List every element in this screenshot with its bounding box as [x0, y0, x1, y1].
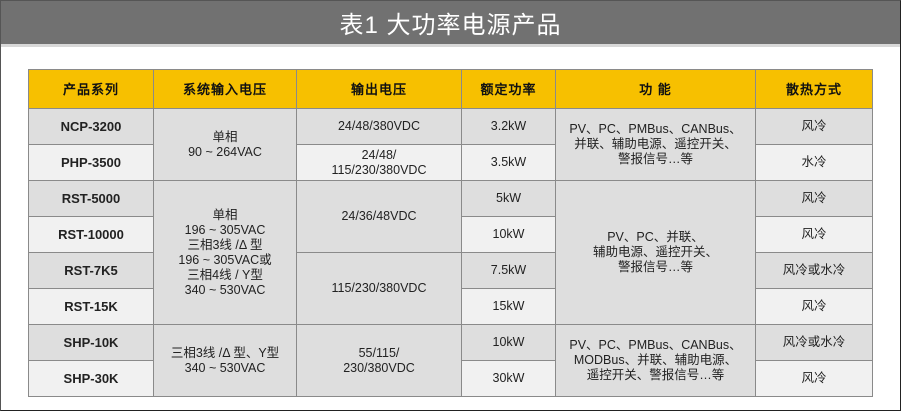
line: 196 ~ 305VAC或 [178, 252, 272, 267]
cooling: 风冷 [755, 288, 873, 325]
line: 单相 [212, 207, 238, 222]
line: 115/230/380VDC [331, 281, 427, 295]
line: PV、PC、并联、 [607, 230, 704, 244]
line: 196 ~ 305VAC [184, 222, 266, 237]
power: 10kW [461, 324, 556, 361]
line: 遥控开关、警报信号…等 [586, 368, 725, 382]
line: 并联、辅助电源、遥控开关、 [574, 137, 737, 151]
output-voltage: 115/230/380VDC [296, 252, 462, 325]
title-bar: 表1 大功率电源产品 [1, 1, 900, 47]
table-row: RST-10000 10kW 风冷 [28, 216, 873, 253]
line: 辅助电源、遥控开关、 [592, 245, 718, 259]
header-output: 输出电压 [296, 69, 462, 109]
model: NCP-3200 [28, 108, 154, 145]
line: 单相 [212, 129, 238, 144]
model: SHP-30K [28, 360, 154, 397]
line: 三相4线 / Y型 [187, 267, 263, 282]
line: 230/380VDC [343, 360, 415, 375]
line: 340 ~ 530VAC [184, 360, 266, 375]
model: RST-15K [28, 288, 154, 325]
power: 30kW [461, 360, 556, 397]
line: 90 ~ 264VAC [188, 144, 262, 159]
header-row: 产品系列 系统输入电压 输出电压 额定功率 功 能 散热方式 [28, 69, 873, 109]
power: 15kW [461, 288, 556, 325]
model: PHP-3500 [28, 144, 154, 181]
table-row: RST-15K 15kW 风冷 [28, 288, 873, 325]
line: 三相3线 /Δ 型 [187, 237, 263, 252]
line: 115/230/380VDC [331, 162, 427, 177]
line: 三相3线 /Δ 型、Y型 [170, 345, 280, 360]
line: 24/36/48VDC [341, 209, 417, 223]
functions: PV、PC、并联、 辅助电源、遥控开关、 警报信号…等 [555, 180, 756, 325]
table-title: 表1 大功率电源产品 [339, 12, 562, 39]
header-function: 功 能 [555, 69, 756, 109]
model: SHP-10K [28, 324, 154, 361]
table-row: RST-5000 单相 196 ~ 305VAC 三相3线 /Δ 型 196 ~… [28, 180, 873, 325]
line: MODBus、并联、辅助电源、 [573, 353, 738, 367]
cooling: 风冷或水冷 [755, 252, 873, 289]
cooling: 风冷 [755, 180, 873, 217]
input-voltage: 单相 196 ~ 305VAC 三相3线 /Δ 型 196 ~ 305VAC或 … [153, 180, 297, 325]
power: 10kW [461, 216, 556, 253]
functions: PV、PC、PMBus、CANBus、 并联、辅助电源、遥控开关、 警报信号…等 [555, 108, 756, 181]
table-row: NCP-3200 单相 90 ~ 264VAC 24/48/380VDC 3.2… [28, 108, 873, 181]
cooling: 风冷或水冷 [755, 324, 873, 361]
cooling: 风冷 [755, 360, 873, 397]
table-row: SHP-30K 30kW 风冷 [28, 360, 873, 397]
line: PV、PC、PMBus、CANBus、 [569, 338, 742, 352]
header-series: 产品系列 [28, 69, 154, 109]
input-voltage: 单相 90 ~ 264VAC [153, 108, 297, 181]
line: PV、PC、PMBus、CANBus、 [569, 122, 742, 136]
functions: PV、PC、PMBus、CANBus、 MODBus、并联、辅助电源、 遥控开关… [555, 324, 756, 397]
header-input: 系统输入电压 [153, 69, 297, 109]
power: 3.5kW [461, 144, 556, 181]
output-voltage: 24/36/48VDC [296, 180, 462, 253]
power: 7.5kW [461, 252, 556, 289]
model: RST-5000 [28, 180, 154, 217]
line: 警报信号…等 [617, 152, 693, 166]
output-voltage: 55/115/ 230/380VDC [296, 324, 462, 397]
power: 5kW [461, 180, 556, 217]
line: 55/115/ [358, 345, 400, 360]
power: 3.2kW [461, 108, 556, 145]
table-row: SHP-10K 三相3线 /Δ 型、Y型 340 ~ 530VAC 55/115… [28, 324, 873, 397]
product-table: 产品系列 系统输入电压 输出电压 额定功率 功 能 散热方式 NCP-3200 … [28, 69, 873, 397]
output-voltage: 24/48/380VDC [296, 108, 462, 145]
output-voltage: 24/48/ 115/230/380VDC [296, 144, 462, 181]
cooling: 风冷 [755, 108, 873, 145]
table-row: RST-7K5 115/230/380VDC 7.5kW 风冷或水冷 [28, 252, 873, 325]
header-cooling: 散热方式 [755, 69, 873, 109]
model: RST-7K5 [28, 252, 154, 289]
line: 警报信号…等 [617, 260, 693, 274]
header-power: 额定功率 [461, 69, 556, 109]
input-voltage: 三相3线 /Δ 型、Y型 340 ~ 530VAC [153, 324, 297, 397]
line: 24/48/ [361, 147, 397, 162]
line: 24/48/380VDC [337, 119, 420, 133]
cooling: 水冷 [755, 144, 873, 181]
model: RST-10000 [28, 216, 154, 253]
line: 340 ~ 530VAC [184, 282, 266, 297]
cooling: 风冷 [755, 216, 873, 253]
